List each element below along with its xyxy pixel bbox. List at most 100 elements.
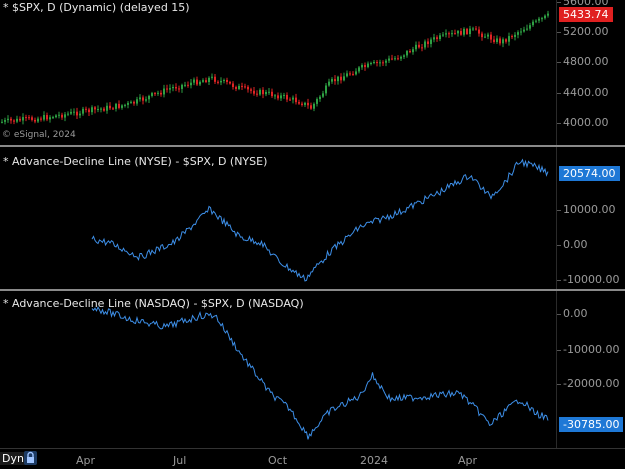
spx-candle-body xyxy=(166,88,168,90)
spx-candle-body xyxy=(196,79,198,85)
spx-candle-body xyxy=(208,77,210,83)
adl-nasdaq-value-axis[interactable]: 0.00 -10000.00 -20000.00 -30785.00 xyxy=(556,291,625,448)
adl-nyse-value-axis[interactable]: 10000.00 0.00 -10000.00 20574.00 xyxy=(556,147,625,289)
spx-candle-body xyxy=(301,103,303,105)
spx-candle-body xyxy=(4,120,6,122)
spx-candle-body xyxy=(145,99,147,101)
spx-candle-body xyxy=(421,47,423,49)
spx-candle-body xyxy=(49,117,51,120)
spx-candle-body xyxy=(502,39,504,44)
spx-candle-body xyxy=(148,95,150,100)
spx-candle-body xyxy=(475,28,477,30)
spx-candle-body xyxy=(325,85,327,94)
spx-price-axis[interactable]: 5600.00 5200.00 4800.00 4400.00 4000.00 … xyxy=(556,0,625,145)
spx-panel-title: * $SPX, D (Dynamic) (delayed 15) xyxy=(3,1,190,14)
spx-candle-body xyxy=(352,73,354,75)
adl-nasdaq-last-value-label: -30785.00 xyxy=(559,417,624,432)
spx-candle-body xyxy=(334,79,336,82)
spx-candle-body xyxy=(499,38,501,44)
spx-candle-body xyxy=(160,92,162,95)
spx-candle-body xyxy=(232,83,234,87)
spx-candle-body xyxy=(202,80,204,82)
spx-candle-body xyxy=(439,35,441,40)
spx-candle-body xyxy=(517,32,519,35)
adl-nasdaq-axis-tick: -20000.00 xyxy=(556,377,620,390)
spx-candle-body xyxy=(412,49,414,53)
lock-icon[interactable] xyxy=(24,451,37,465)
adl-nyse-panel[interactable]: * Advance-Decline Line (NYSE) - $SPX, D … xyxy=(0,147,625,289)
spx-candle-body xyxy=(256,93,258,95)
spx-candle-body xyxy=(529,25,531,29)
spx-candle-body xyxy=(289,99,291,101)
spx-candle-body xyxy=(199,81,201,85)
spx-candle-body xyxy=(190,82,192,86)
spx-candle-body xyxy=(235,86,237,89)
spx-candle-body xyxy=(394,58,396,60)
spx-candle-body xyxy=(403,55,405,57)
spx-candle-body xyxy=(163,88,165,95)
spx-candle-body xyxy=(445,33,447,35)
spx-candle-body xyxy=(187,84,189,86)
spx-candle-body xyxy=(139,97,141,100)
spx-candle-body xyxy=(7,118,9,121)
esignal-watermark: © eSignal, 2024 xyxy=(2,130,76,140)
spx-axis-tick: 4400.00 xyxy=(557,86,609,99)
spx-candle-body xyxy=(343,76,345,81)
spx-candle-body xyxy=(355,71,357,75)
spx-plot-area[interactable]: * $SPX, D (Dynamic) (delayed 15) © eSign… xyxy=(0,0,556,145)
spx-candle-body xyxy=(505,39,507,42)
spx-candle-body xyxy=(118,103,120,108)
spx-candle-body xyxy=(379,62,381,64)
spx-candle-body xyxy=(217,81,219,83)
spx-candle-body xyxy=(97,109,99,111)
spx-candle-body xyxy=(535,20,537,22)
spx-candle-body xyxy=(397,58,399,60)
dynamic-mode-toggle[interactable]: Dyn xyxy=(0,452,26,465)
spx-candle-body xyxy=(211,76,213,78)
spx-candle-body xyxy=(40,118,42,120)
spx-candle-body xyxy=(442,34,444,36)
spx-candle-body xyxy=(364,65,366,68)
time-axis[interactable]: Dyn Apr Jul Oct 2024 Apr xyxy=(0,448,625,469)
spx-candle-body xyxy=(10,118,12,121)
spx-candle-body xyxy=(367,63,369,68)
spx-axis-tick: 5200.00 xyxy=(557,25,609,38)
spx-candle-body xyxy=(319,96,321,100)
panel-divider[interactable] xyxy=(0,145,625,147)
spx-candle-body xyxy=(73,111,75,113)
spx-candle-body xyxy=(472,28,474,30)
spx-candle-body xyxy=(250,89,252,91)
spx-candle-body xyxy=(280,95,282,99)
spx-candle-body xyxy=(154,93,156,95)
spx-candle-body xyxy=(526,28,528,30)
adl-nyse-panel-title: * Advance-Decline Line (NYSE) - $SPX, D … xyxy=(3,155,268,168)
spx-candle-body xyxy=(466,28,468,34)
panel-divider[interactable] xyxy=(0,289,625,291)
adl-nasdaq-axis-tick: -10000.00 xyxy=(556,343,620,356)
spx-panel[interactable]: * $SPX, D (Dynamic) (delayed 15) © eSign… xyxy=(0,0,625,145)
spx-candle-body xyxy=(400,56,402,59)
spx-candle-body xyxy=(19,118,21,121)
spx-candle-body xyxy=(295,97,297,103)
spx-candles xyxy=(1,10,549,125)
spx-candle-body xyxy=(151,93,153,96)
spx-candle-body xyxy=(226,79,228,82)
spx-candle-body xyxy=(16,118,18,122)
spx-candle-body xyxy=(67,113,69,115)
spx-candle-body xyxy=(115,103,117,109)
adl-nasdaq-series xyxy=(91,306,549,440)
spx-candle-body xyxy=(247,86,249,90)
spx-candle-body xyxy=(268,91,270,93)
spx-candle-body xyxy=(487,34,489,37)
spx-candle-body xyxy=(46,115,48,120)
spx-candle-body xyxy=(37,118,39,122)
spx-candle-body xyxy=(103,108,105,111)
spx-candle-body xyxy=(388,58,390,61)
spx-candle-body xyxy=(451,33,453,35)
spx-candle-body xyxy=(436,37,438,40)
spx-candle-body xyxy=(481,33,483,38)
adl-nasdaq-panel[interactable]: * Advance-Decline Line (NASDAQ) - $SPX, … xyxy=(0,291,625,448)
adl-nyse-plot-area[interactable]: * Advance-Decline Line (NYSE) - $SPX, D … xyxy=(0,147,556,289)
spx-candle-body xyxy=(253,90,255,94)
adl-nasdaq-plot-area[interactable]: * Advance-Decline Line (NASDAQ) - $SPX, … xyxy=(0,291,556,448)
